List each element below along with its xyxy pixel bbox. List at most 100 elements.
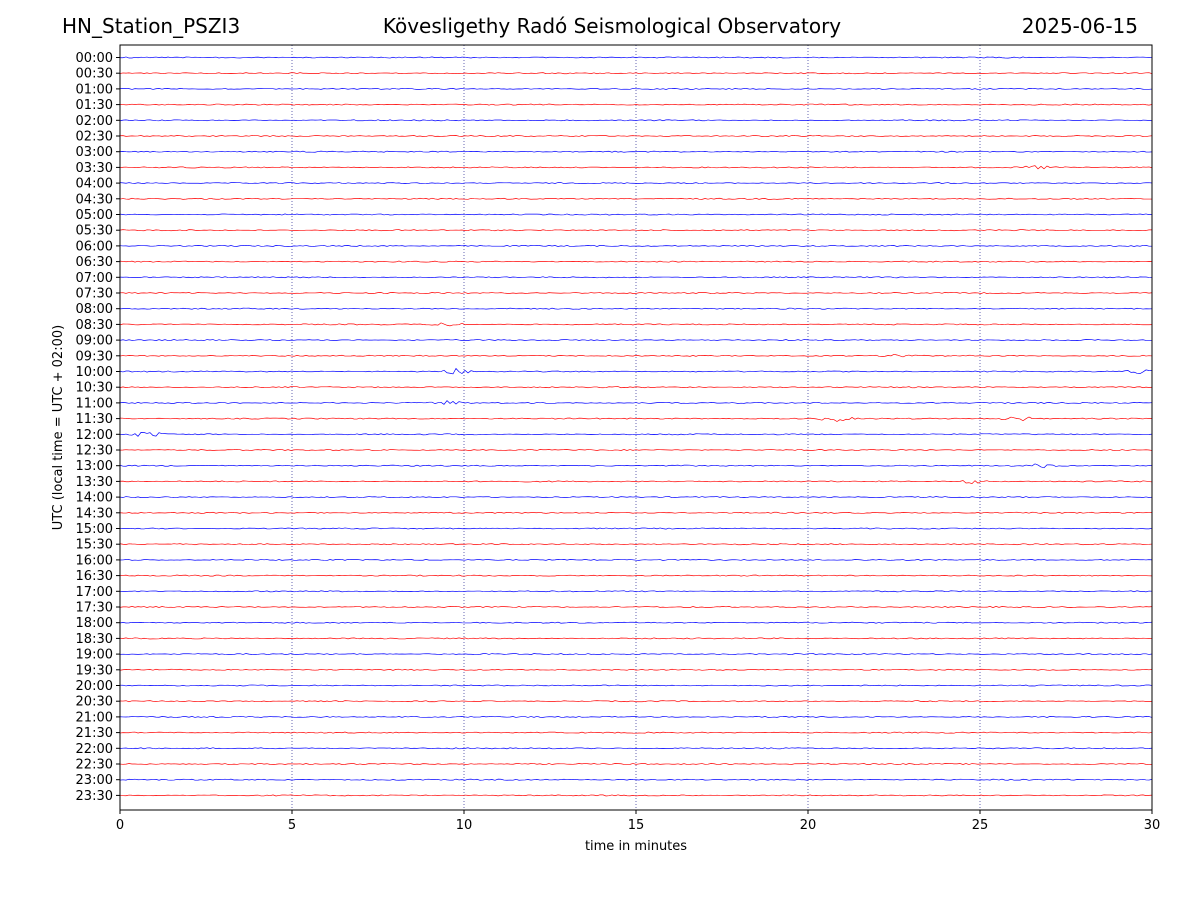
station-name: HN_Station_PSZI3 <box>62 14 241 38</box>
trace-line <box>119 56 1153 59</box>
x-tick-label: 0 <box>116 818 124 833</box>
x-tick-label: 10 <box>456 818 473 833</box>
trace-line <box>119 606 1153 608</box>
trace-line <box>119 511 1153 514</box>
y-tick-label: 00:30 <box>76 67 113 82</box>
y-tick-label: 12:00 <box>76 428 113 443</box>
trace-line <box>119 668 1153 671</box>
trace-line <box>119 700 1153 703</box>
trace-line <box>119 763 1153 765</box>
trace-line <box>119 416 1153 422</box>
y-tick-label: 23:00 <box>76 773 113 788</box>
trace-line <box>119 119 1153 122</box>
y-tick-label: 19:30 <box>76 663 113 678</box>
trace-line <box>119 322 1153 327</box>
y-tick-label: 17:00 <box>76 585 113 600</box>
y-tick-label: 20:30 <box>76 695 113 710</box>
y-tick-label: 03:00 <box>76 145 113 160</box>
y-tick-label: 01:30 <box>76 98 113 113</box>
y-tick-label: 04:00 <box>76 177 113 192</box>
y-tick-label: 20:00 <box>76 679 113 694</box>
trace-line <box>119 463 1153 469</box>
trace-line <box>119 87 1153 90</box>
trace-line <box>119 432 1153 437</box>
y-tick-label: 12:30 <box>76 444 113 459</box>
trace-line <box>119 165 1153 170</box>
y-tick-label: 21:00 <box>76 710 113 725</box>
trace-line <box>119 135 1153 137</box>
trace-line <box>119 794 1153 797</box>
trace-line <box>119 558 1153 561</box>
y-tick-label: 13:30 <box>76 475 113 490</box>
y-tick-label: 21:30 <box>76 726 113 741</box>
trace-line <box>119 637 1153 640</box>
x-tick-label: 25 <box>972 818 989 833</box>
trace-line <box>119 260 1153 263</box>
trace-line <box>119 197 1153 200</box>
y-tick-label: 07:30 <box>76 287 113 302</box>
y-tick-label: 07:00 <box>76 271 113 286</box>
y-tick-label: 19:00 <box>76 648 113 663</box>
y-tick-label: 10:00 <box>76 365 113 380</box>
trace-line <box>119 653 1153 656</box>
y-axis-label: UTC (local time = UTC + 02:00) <box>51 325 66 530</box>
y-tick-label: 11:00 <box>76 396 113 411</box>
y-tick-label: 14:00 <box>76 491 113 506</box>
trace-line <box>119 103 1153 106</box>
trace-line <box>119 621 1153 624</box>
trace-line <box>119 778 1153 781</box>
trace-line <box>119 213 1152 216</box>
y-tick-label: 13:00 <box>76 459 113 474</box>
y-tick-label: 15:00 <box>76 522 113 537</box>
trace-line <box>119 182 1153 185</box>
trace-line <box>119 731 1153 734</box>
x-tick-label: 30 <box>1144 818 1161 833</box>
y-tick-label: 11:30 <box>76 412 113 427</box>
x-tick-label: 20 <box>800 818 817 833</box>
y-tick-label: 18:00 <box>76 616 113 631</box>
trace-line <box>119 229 1153 232</box>
trace-line <box>119 747 1153 750</box>
y-tick-label: 23:30 <box>76 789 113 804</box>
trace-line <box>119 386 1153 389</box>
trace-line <box>119 353 1153 358</box>
trace-line <box>119 449 1153 451</box>
y-tick-label: 03:30 <box>76 161 113 176</box>
y-tick-label: 05:30 <box>76 224 113 239</box>
grid-lines <box>291 45 981 810</box>
y-tick-label: 16:30 <box>76 569 113 584</box>
trace-line <box>119 150 1153 153</box>
y-axis-ticks: 00:0000:3001:0001:3002:0002:3003:0003:30… <box>76 51 120 804</box>
trace-line <box>119 72 1153 75</box>
trace-line <box>119 684 1153 687</box>
trace-line <box>119 244 1153 247</box>
y-tick-label: 17:30 <box>76 601 113 616</box>
y-tick-label: 09:00 <box>76 334 113 349</box>
y-tick-label: 18:30 <box>76 632 113 647</box>
trace-line <box>119 367 1153 375</box>
y-tick-label: 10:30 <box>76 381 113 396</box>
y-tick-label: 06:30 <box>76 255 113 270</box>
y-tick-label: 09:30 <box>76 349 113 364</box>
trace-line <box>119 276 1153 279</box>
trace-line <box>119 307 1153 310</box>
x-tick-label: 15 <box>628 818 645 833</box>
trace-line <box>119 715 1153 718</box>
trace-line <box>119 339 1153 342</box>
trace-line <box>119 400 1153 405</box>
y-tick-label: 02:30 <box>76 130 113 145</box>
y-tick-label: 06:00 <box>76 239 113 254</box>
y-tick-label: 14:30 <box>76 506 113 521</box>
x-axis-label: time in minutes <box>585 839 687 854</box>
trace-line <box>119 543 1153 546</box>
y-tick-label: 01:00 <box>76 82 113 97</box>
y-tick-label: 08:30 <box>76 318 113 333</box>
seismic-traces <box>119 56 1153 797</box>
x-axis-ticks: 0 5 10 15 20 25 30 <box>116 810 1160 833</box>
y-tick-label: 02:00 <box>76 114 113 129</box>
y-tick-label: 15:30 <box>76 538 113 553</box>
x-tick-label: 5 <box>288 818 296 833</box>
observatory-title: Kövesligethy Radó Seismological Observat… <box>382 14 842 38</box>
trace-line <box>119 590 1153 593</box>
